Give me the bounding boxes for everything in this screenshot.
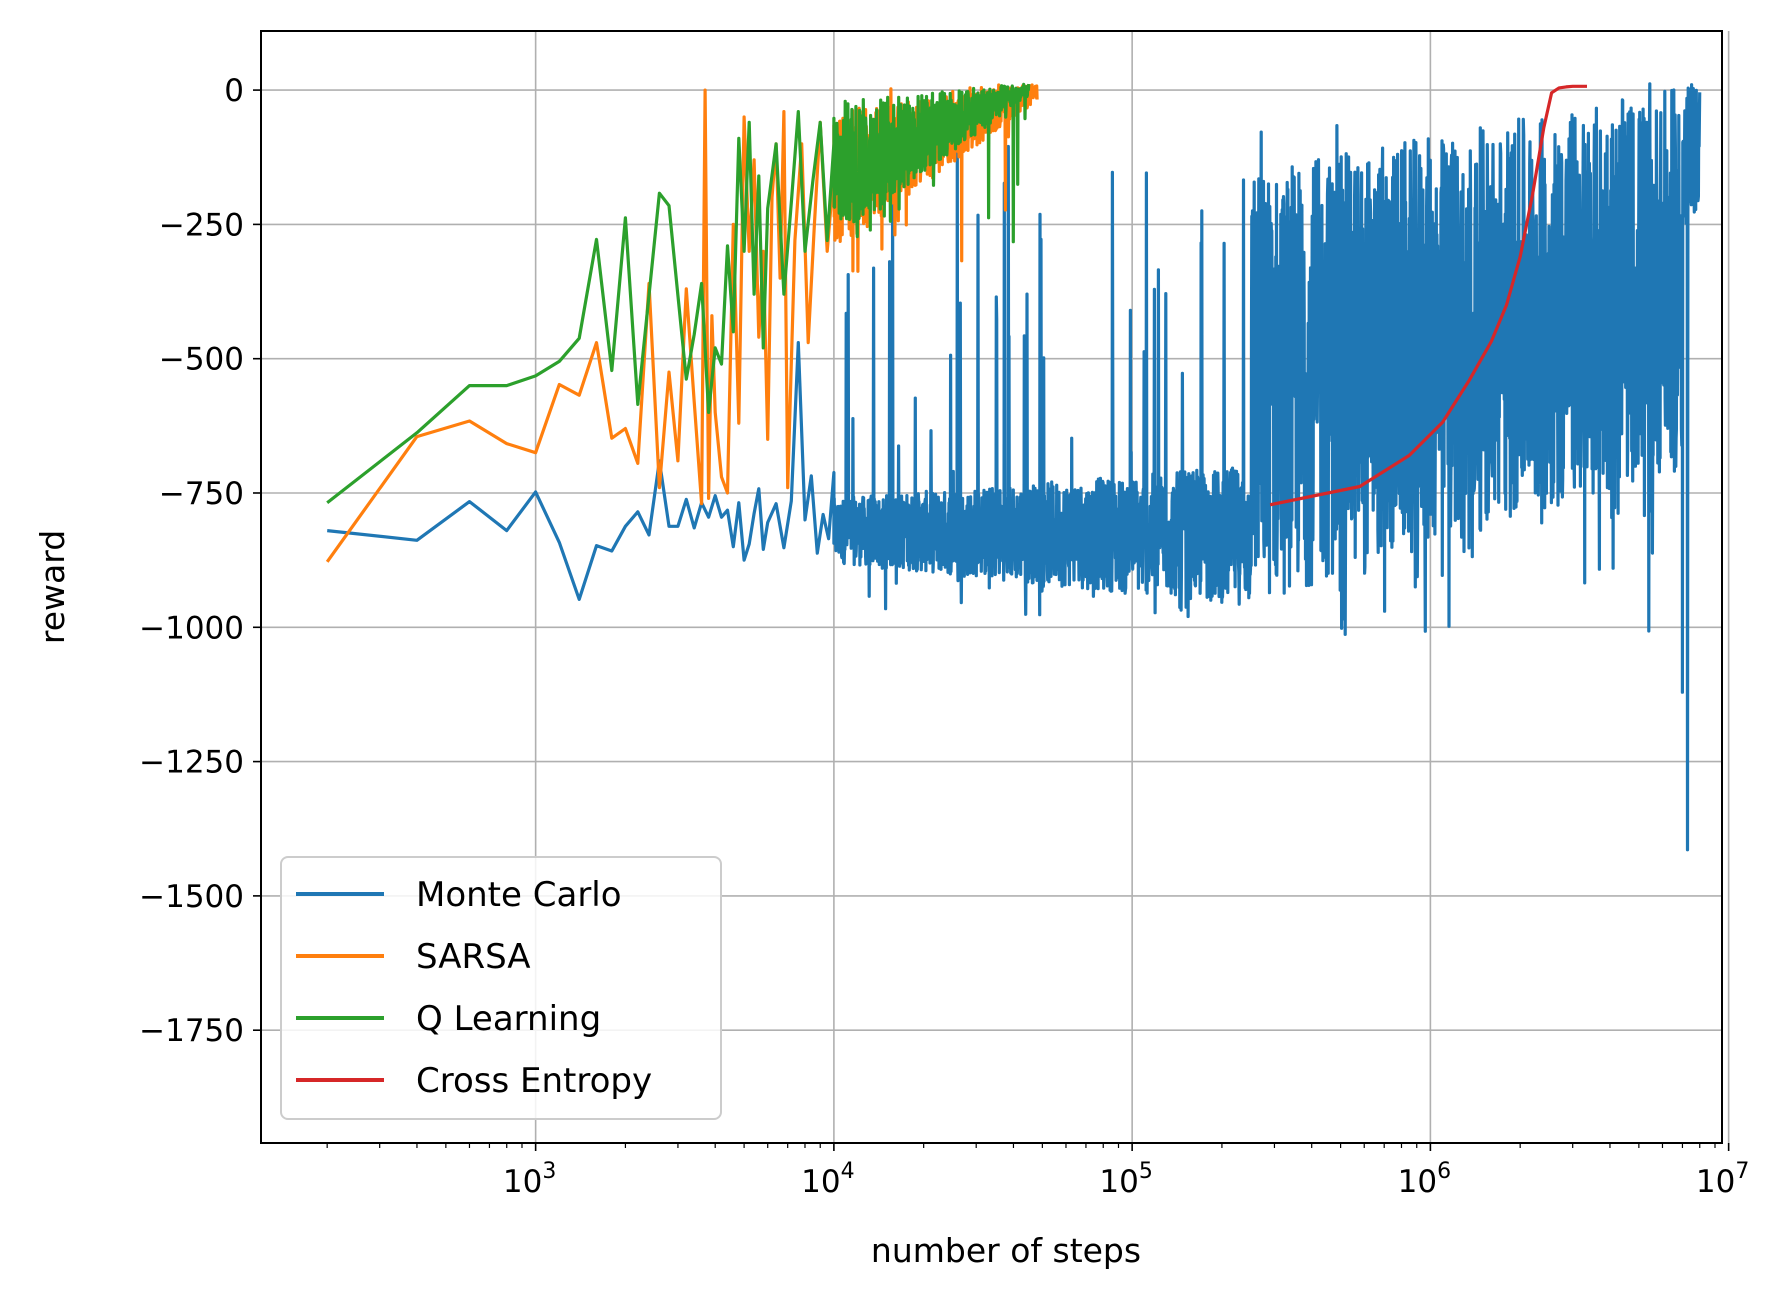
x-tick-base: 10 <box>503 1164 542 1200</box>
x-tick-exponent: 5 <box>1139 1159 1153 1184</box>
legend-label-sarsa: SARSA <box>416 937 531 977</box>
x-tick-label: 103 <box>503 1159 556 1200</box>
series-line-cross-entropy <box>1269 84 1587 507</box>
y-tick-label: −1250 <box>139 745 244 781</box>
legend: Monte Carlo SARSA Q Learning Cross Entro… <box>280 856 722 1120</box>
y-tick-label: 0 <box>224 73 244 109</box>
x-tick-label: 107 <box>1696 1159 1749 1200</box>
x-axis-label: number of steps <box>871 1231 1141 1270</box>
x-tick-base: 10 <box>801 1164 840 1200</box>
y-tick-label: −250 <box>159 207 244 243</box>
x-tick-label: 105 <box>1099 1159 1152 1200</box>
x-tick-exponent: 3 <box>542 1159 556 1184</box>
series-line-monte-carlo <box>327 82 1702 852</box>
series-line-q-learning <box>326 82 1031 504</box>
x-tick-label: 106 <box>1398 1159 1451 1200</box>
legend-box <box>280 856 722 1120</box>
x-tick-base: 10 <box>1099 1164 1138 1200</box>
plot-frame <box>260 30 1723 1144</box>
y-tick-label: −1500 <box>139 879 244 915</box>
x-tick-base: 10 <box>1398 1164 1437 1200</box>
y-tick-label: −500 <box>159 342 244 378</box>
y-tick-label: −1000 <box>139 610 244 646</box>
y-tick-label: −1750 <box>139 1013 244 1049</box>
legend-label-cross-entropy: Cross Entropy <box>416 1061 652 1101</box>
series-layer <box>325 82 1702 852</box>
x-tick-label: 104 <box>801 1159 854 1200</box>
legend-label-q-learning: Q Learning <box>416 999 601 1039</box>
legend-label-monte-carlo: Monte Carlo <box>416 875 622 915</box>
x-tick-exponent: 6 <box>1437 1159 1451 1184</box>
x-tick-exponent: 4 <box>841 1159 855 1184</box>
y-axis-label: reward <box>33 530 72 644</box>
x-tick-exponent: 7 <box>1735 1159 1749 1184</box>
y-tick-label: −750 <box>159 476 244 512</box>
x-tick-base: 10 <box>1696 1164 1735 1200</box>
